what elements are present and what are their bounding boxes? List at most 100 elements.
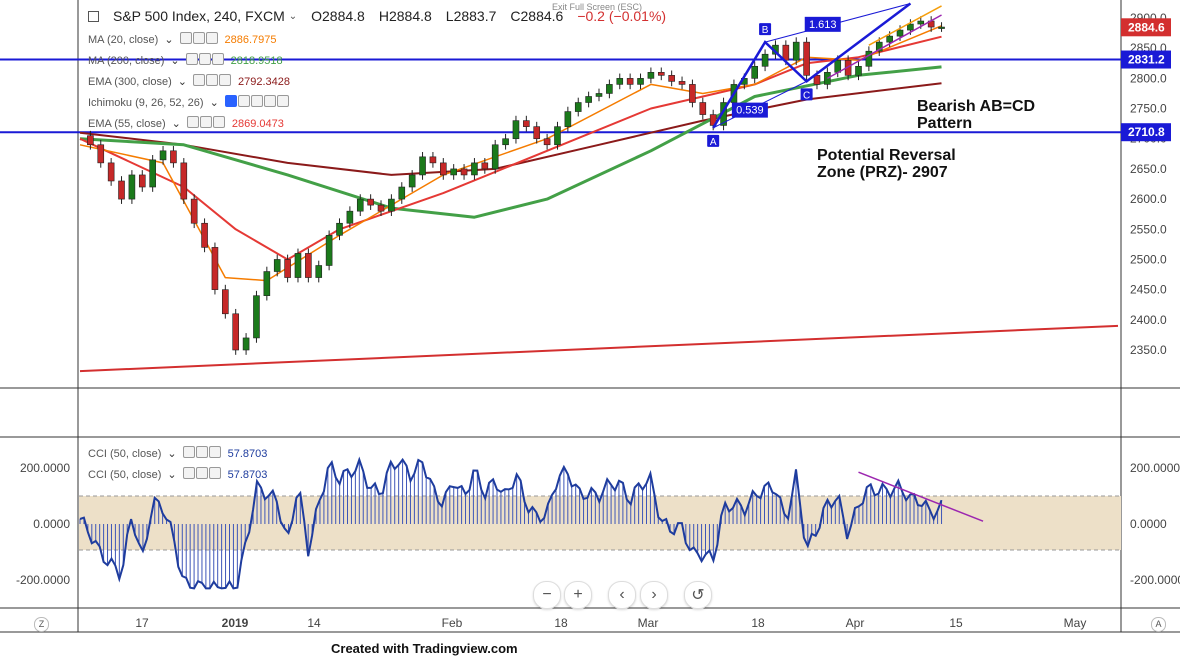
- candle-body: [356, 198, 364, 212]
- legend-ema55[interactable]: EMA (55, close) ⌄ 2869.0473: [88, 116, 284, 131]
- scroll-left-button[interactable]: ‹: [608, 581, 636, 609]
- legend-cci-2[interactable]: CCI (50, close) ⌄ 57.8703: [88, 467, 268, 482]
- collapse-icon[interactable]: [88, 10, 99, 22]
- scroll-right-button[interactable]: ›: [640, 581, 668, 609]
- candle-body: [574, 102, 582, 112]
- point-b-label: B: [762, 25, 769, 36]
- cci-band: [79, 496, 1121, 550]
- candle-body: [502, 138, 509, 146]
- settings-icons[interactable]: [192, 74, 232, 89]
- wedge-upper-line: [826, 14, 942, 80]
- price-tick-label: 2800.0: [1130, 71, 1167, 85]
- zoom-out-button[interactable]: −: [533, 581, 561, 609]
- candle-body: [813, 75, 821, 85]
- candle-body: [419, 156, 426, 176]
- ratio_1-label: 1.613: [809, 19, 837, 31]
- cci-tick-label-left: 0.0000: [33, 517, 70, 531]
- candle-body: [606, 84, 613, 94]
- legend-ma200[interactable]: MA (200, close) ⌄ 2818.9518: [88, 53, 283, 68]
- candle-body: [305, 253, 312, 278]
- candle-body: [253, 295, 260, 339]
- time-tick-label: 2019: [222, 616, 249, 630]
- candle-body: [512, 120, 520, 140]
- candle-body: [232, 313, 239, 351]
- price-tick-label: 2600.0: [1130, 192, 1167, 206]
- zoom-in-button[interactable]: +: [564, 581, 592, 609]
- chevron-down-icon[interactable]: ⌄: [164, 34, 174, 46]
- point-b-box: [759, 23, 772, 36]
- settings-icons[interactable]: [224, 95, 290, 110]
- pattern-annotation: Bearish AB=CD Pattern: [917, 98, 1036, 132]
- candle-body: [782, 44, 790, 61]
- candle-body: [190, 198, 198, 224]
- candle-body: [388, 198, 395, 212]
- auto-scale-button[interactable]: A: [1151, 617, 1166, 632]
- price-tick-label: 2750.0: [1130, 102, 1167, 116]
- price-tick-label: 2450.0: [1130, 283, 1167, 297]
- price-tag-box: [1121, 123, 1171, 142]
- candle-body: [865, 50, 873, 67]
- legend-ichimoku[interactable]: Ichimoku (9, 26, 52, 26) ⌄: [88, 95, 290, 110]
- ohlc-high: H2884.8: [378, 8, 432, 24]
- legend-cci-1[interactable]: CCI (50, close) ⌄ 57.8703: [88, 446, 268, 461]
- legend-ma20[interactable]: MA (20, close) ⌄ 2886.7975: [88, 32, 277, 47]
- axes: 2900.02850.02800.02750.02700.02650.02600…: [16, 11, 1180, 630]
- price-tag-box: [1121, 18, 1171, 37]
- zoom-corner-button[interactable]: Z: [34, 617, 49, 632]
- settings-icons[interactable]: [185, 53, 225, 68]
- candle-body: [97, 144, 105, 164]
- candle-body: [471, 162, 478, 176]
- chevron-down-icon[interactable]: ⌄: [177, 76, 187, 88]
- candle-body: [595, 93, 603, 97]
- candle-body: [855, 65, 862, 76]
- cci-tick-label: -200.0000: [1130, 573, 1180, 587]
- candle-body: [346, 210, 354, 224]
- chevron-down-icon[interactable]: ⌄: [167, 448, 177, 460]
- candle-body: [907, 23, 914, 31]
- price-tick-label: 2400.0: [1130, 313, 1167, 327]
- cci-tick-label: 200.0000: [1130, 461, 1180, 475]
- candle-body: [491, 144, 499, 170]
- candle-body: [429, 156, 437, 164]
- chevron-down-icon[interactable]: ⌄: [167, 469, 177, 481]
- exit-fullscreen-hint[interactable]: Exit Full Screen (ESC): [552, 2, 643, 12]
- time-tick-label: 15: [949, 616, 963, 630]
- candle-body: [263, 271, 271, 296]
- candle-body: [294, 253, 302, 278]
- candle-body: [657, 72, 665, 76]
- chevron-down-icon[interactable]: ⌄: [170, 55, 180, 67]
- cci-tick-label-left: -200.0000: [16, 573, 70, 587]
- candle-body: [875, 41, 883, 52]
- chevron-down-icon[interactable]: ⌄: [209, 97, 219, 109]
- prz-annotation: Potential Reversal Zone (PRZ)- 2907: [817, 147, 956, 181]
- time-tick-label: May: [1064, 616, 1087, 630]
- ratio_2-label: 0.539: [736, 105, 764, 117]
- price-tick-label: 2350.0: [1130, 343, 1167, 357]
- chevron-down-icon[interactable]: ⌄: [171, 118, 181, 130]
- candle-body: [170, 150, 177, 164]
- candle-body: [408, 174, 416, 188]
- time-tick-label: 14: [307, 616, 321, 630]
- ohlc-open: O2884.8: [311, 8, 365, 24]
- ohlc-close: C2884.6: [510, 8, 564, 24]
- candle-body: [761, 53, 769, 67]
- candle-body: [792, 41, 800, 61]
- price-tick-label: 2500.0: [1130, 252, 1167, 266]
- legend-ema300[interactable]: EMA (300, close) ⌄ 2792.3428: [88, 74, 290, 89]
- settings-icons[interactable]: [182, 446, 222, 461]
- settings-icons[interactable]: [179, 32, 219, 47]
- reset-chart-button[interactable]: ↺: [684, 581, 712, 609]
- candle-body: [533, 126, 541, 140]
- chevron-down-icon[interactable]: ⌄: [288, 10, 298, 22]
- settings-icons[interactable]: [182, 467, 222, 482]
- cci-pane: [79, 456, 984, 590]
- candle-body: [803, 41, 810, 76]
- candle-body: [647, 72, 655, 79]
- candle-body: [128, 174, 136, 200]
- settings-icons[interactable]: [186, 116, 226, 131]
- candle-body: [450, 168, 457, 176]
- symbol-title[interactable]: S&P 500 Index, 240, FXCM: [113, 8, 285, 24]
- point-c-label: C: [803, 90, 810, 101]
